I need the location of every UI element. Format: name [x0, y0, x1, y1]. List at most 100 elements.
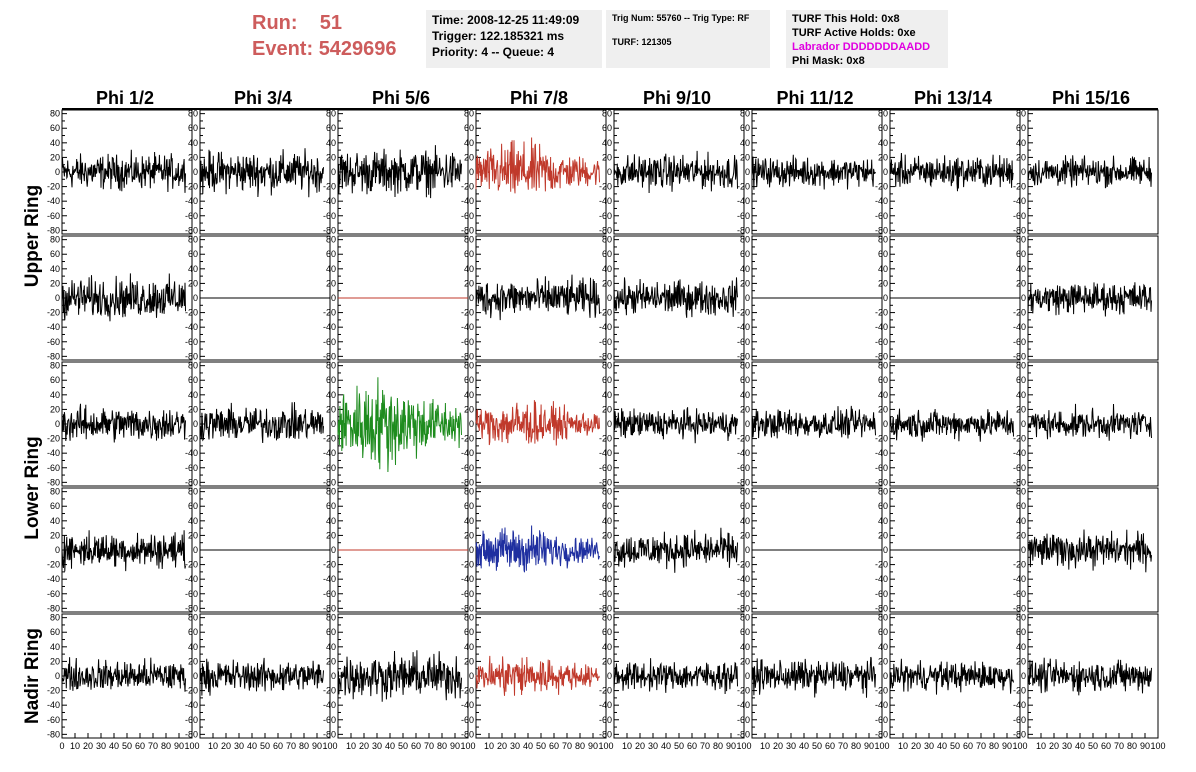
y-tick-label: 0: [55, 167, 60, 177]
y-tick-label: 20: [50, 656, 60, 666]
y-tick-label: -40: [599, 448, 612, 458]
x-tick-label: 10: [346, 741, 356, 751]
y-tick-label: 80: [464, 613, 474, 623]
column-label: Phi 3/4: [234, 88, 292, 108]
y-tick-label: 80: [464, 109, 474, 119]
y-tick-label: -60: [323, 589, 336, 599]
x-tick-label: 80: [989, 741, 999, 751]
x-tick-label: 70: [1114, 741, 1124, 751]
y-tick-label: -60: [875, 337, 888, 347]
y-tick-label: 20: [1016, 278, 1026, 288]
y-tick-label: -60: [875, 589, 888, 599]
y-tick-label: 0: [745, 545, 750, 555]
y-tick-label: 40: [50, 390, 60, 400]
y-tick-label: -20: [875, 308, 888, 318]
y-tick-label: -20: [599, 182, 612, 192]
ring-label: Nadir Ring: [22, 628, 43, 724]
y-tick-label: 60: [188, 501, 198, 511]
y-tick-label: 0: [469, 293, 474, 303]
x-tick-label: 90: [1002, 741, 1012, 751]
waveform-trace: [1027, 282, 1152, 317]
y-tick-label: -40: [185, 322, 198, 332]
y-tick-label: -80: [599, 729, 612, 739]
x-tick-label: 50: [812, 741, 822, 751]
y-tick-label: 20: [464, 530, 474, 540]
y-tick-label: 40: [326, 264, 336, 274]
waveform-trace: [613, 407, 738, 444]
y-tick-label: -80: [737, 351, 750, 361]
y-tick-label: -80: [461, 225, 474, 235]
y-tick-label: 80: [464, 361, 474, 371]
waveform-trace: [1027, 657, 1152, 696]
x-tick-label: 100: [1012, 741, 1027, 751]
y-tick-label: -80: [461, 729, 474, 739]
y-tick-label: -80: [737, 729, 750, 739]
waveform-trace: [475, 655, 600, 696]
y-tick-label: 40: [1016, 138, 1026, 148]
y-tick-label: 80: [740, 109, 750, 119]
y-tick-label: -80: [599, 603, 612, 613]
y-tick-label: 20: [188, 404, 198, 414]
y-tick-label: 80: [326, 109, 336, 119]
y-tick-label: 80: [740, 235, 750, 245]
waveform-trace: [475, 400, 600, 446]
y-tick-label: -80: [47, 225, 60, 235]
y-tick-label: 80: [50, 613, 60, 623]
y-tick-label: -40: [737, 448, 750, 458]
y-tick-label: 20: [50, 278, 60, 288]
y-tick-label: -80: [47, 729, 60, 739]
y-tick-label: 40: [878, 390, 888, 400]
y-tick-label: -60: [323, 211, 336, 221]
y-tick-label: 60: [188, 375, 198, 385]
y-tick-label: -60: [1013, 715, 1026, 725]
y-tick-label: 0: [193, 419, 198, 429]
y-tick-label: 40: [326, 642, 336, 652]
y-tick-label: 0: [883, 167, 888, 177]
y-tick-label: 0: [55, 671, 60, 681]
waveform-trace: [475, 137, 600, 194]
y-tick-label: -20: [599, 434, 612, 444]
y-tick-label: 60: [602, 627, 612, 637]
y-tick-label: 20: [740, 404, 750, 414]
y-tick-label: -20: [323, 182, 336, 192]
run-line: Run: 51: [252, 10, 422, 36]
y-tick-label: -40: [185, 196, 198, 206]
y-tick-label: -80: [1013, 603, 1026, 613]
x-tick-label: 0: [59, 741, 64, 751]
y-tick-label: -60: [185, 337, 198, 347]
y-tick-label: -60: [599, 463, 612, 473]
y-tick-label: -80: [737, 477, 750, 487]
y-tick-label: -80: [599, 351, 612, 361]
y-tick-label: -60: [47, 589, 60, 599]
y-tick-label: 20: [326, 278, 336, 288]
y-tick-label: 80: [602, 361, 612, 371]
y-tick-label: 0: [745, 419, 750, 429]
x-tick-label: 50: [950, 741, 960, 751]
y-tick-label: -40: [875, 196, 888, 206]
y-tick-label: 0: [607, 671, 612, 681]
x-tick-label: 90: [450, 741, 460, 751]
y-tick-label: 0: [193, 167, 198, 177]
y-tick-label: -80: [47, 477, 60, 487]
y-tick-label: 40: [740, 390, 750, 400]
y-tick-label: -40: [185, 448, 198, 458]
y-tick-label: -40: [599, 574, 612, 584]
y-tick-label: -40: [875, 322, 888, 332]
y-tick-label: -20: [323, 686, 336, 696]
y-tick-label: 60: [602, 123, 612, 133]
y-tick-label: 60: [878, 249, 888, 259]
x-tick-label: 60: [825, 741, 835, 751]
y-tick-label: -80: [875, 477, 888, 487]
y-tick-label: 60: [464, 249, 474, 259]
y-tick-label: -80: [461, 603, 474, 613]
y-tick-label: 0: [1021, 545, 1026, 555]
x-tick-label: 60: [273, 741, 283, 751]
y-tick-label: -40: [1013, 700, 1026, 710]
y-tick-label: 40: [188, 516, 198, 526]
x-tick-label: 30: [1062, 741, 1072, 751]
y-tick-label: -80: [47, 351, 60, 361]
waveform-trace: [613, 150, 738, 194]
y-tick-label: -80: [875, 225, 888, 235]
waveform-trace: [61, 149, 186, 193]
y-tick-label: -20: [599, 308, 612, 318]
